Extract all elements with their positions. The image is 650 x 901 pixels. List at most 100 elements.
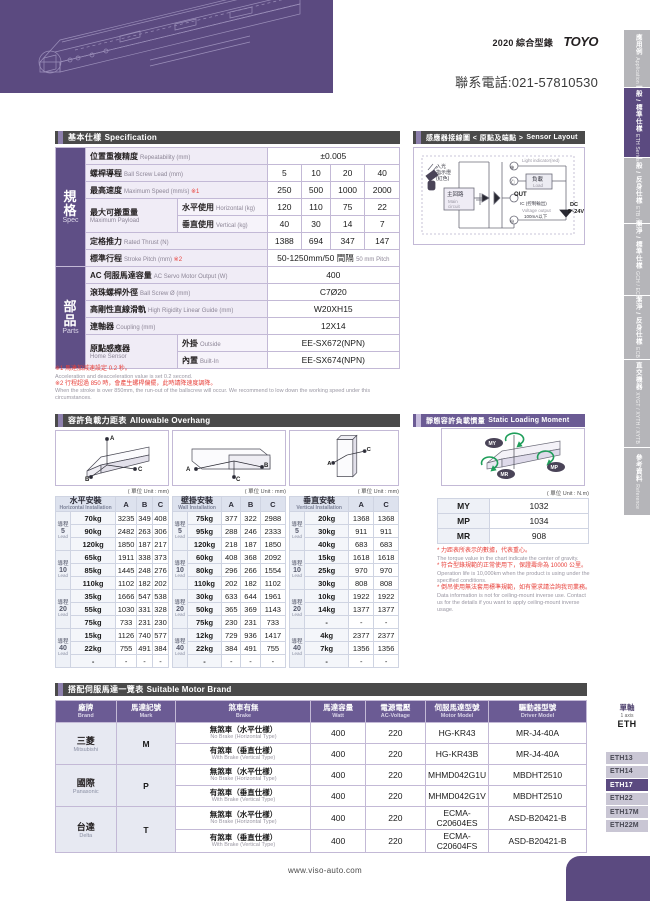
overhang-value: 331 [136, 602, 153, 617]
motor-brand: 三菱 Mitsubishi [55, 722, 117, 765]
overhang-payload: 35kg [69, 589, 117, 604]
spec-footnotes: ※1 馬達加減速設定 0.2 秒。 Acceleration and deacc… [55, 366, 400, 402]
spec-payload-vertical-label: 垂直使用 Vertical (kg) [177, 215, 268, 233]
overhang-value: 740 [136, 628, 153, 643]
rail-tab-label-en: Reference [634, 484, 641, 510]
spec-label-cn: 垂直使用 [182, 219, 214, 229]
rail-tab-1[interactable]: 一般 / 標準仕樣 ETH Series [624, 83, 650, 162]
motor-voltage: 220 [364, 722, 426, 744]
spec-label-cn: 螺桿導程 [90, 168, 122, 178]
rail-tab-4[interactable]: 潔淨 / 反身仕樣 ECB [624, 296, 650, 360]
overhang-payload: 14kg [303, 602, 350, 617]
overhang-lead-group: 導程 5 Lead [172, 511, 188, 552]
static-moment-value: 908 [489, 528, 589, 544]
overhang-col-A: A [115, 495, 138, 513]
static-title-en: Static Loading Moment [488, 417, 570, 424]
motor-col-6: 驅動器型號 Driver Model [488, 700, 587, 723]
overhang-value: 230 [221, 615, 242, 630]
overhang-payload: 12kg [186, 628, 223, 643]
motor-col-4: 電源電壓 AC-Voltage [364, 700, 426, 723]
table-row: 7kg 1356 1356 [290, 641, 399, 656]
table-row: MP 1034 [437, 513, 589, 529]
section-tick-icon [58, 131, 63, 144]
overhang-value: - [152, 654, 169, 669]
static-moment-diagram: MY MP MR [441, 428, 585, 486]
sensor-title-en: Sensor Layout [526, 134, 578, 141]
spec-label-en: Coupling (mm) [116, 324, 156, 331]
rail-tab-label-en: ECB [634, 347, 641, 359]
motor-voltage: 220 [364, 829, 426, 853]
mr-moment-label [497, 469, 515, 479]
spec-label-cn: 位置重複精度 [90, 151, 138, 161]
overhang-value: 231 [240, 615, 261, 630]
spec-label-en: Maximum Speed (mm/s) [124, 188, 190, 195]
overhang-payload: 75kg [186, 511, 223, 526]
overhang-value: 338 [136, 550, 153, 565]
overhang-payload: 30kg [186, 589, 223, 604]
footer-url[interactable]: www.viso-auto.com [287, 866, 362, 875]
spec-label-en: Ball Screw Ø (mm) [140, 290, 191, 297]
overhang-value: 2988 [259, 511, 287, 526]
overhang-value: 349 [136, 511, 153, 526]
model-tab-eth17m[interactable]: ETH17M [606, 806, 648, 818]
overhang-value: 408 [221, 550, 242, 565]
rail-tab-5[interactable]: 直交機器 XYGT / XYTH / XYTB [624, 360, 650, 448]
rail-tab-2[interactable]: 一般 / 反身仕樣 ETB / M [624, 155, 650, 226]
motor-mark: P [115, 764, 177, 807]
table-row: 90kg 2482 263 306 [56, 524, 169, 539]
overhang-value: 306 [152, 524, 169, 539]
model-tab-eth22m[interactable]: ETH22M [606, 819, 648, 832]
motor-col-1: 馬達記號 Mark [115, 700, 177, 723]
rail-tab-6[interactable]: 參考資料 Reference [624, 448, 650, 516]
table-row: MR 908 [437, 528, 589, 544]
spec-label-en: AC Servo Motor Output (W) [153, 273, 228, 280]
motor-model: HG-KR43B [424, 743, 490, 765]
spec-title-cn: 基本仕樣 [68, 133, 102, 142]
overhang-payload: 75kg [186, 615, 223, 630]
spec-payload-label: 最大可搬重量 Maximum Payload [85, 198, 178, 233]
motor-title-en: Suitable Motor Brand [146, 685, 232, 694]
static-moment-value: 1034 [489, 513, 589, 529]
motor-col-3: 馬達容量 Watt [310, 700, 366, 723]
section-tick-icon [416, 414, 421, 427]
footnote-en: Acceleration and deacceleration value is… [55, 373, 193, 380]
overhang-unit-label: ( 單位 Unit : mm) [127, 489, 169, 495]
spec-label-cn: 標準行程 [90, 253, 122, 263]
svg-text:MP: MP [551, 465, 559, 471]
overhang-value: 1554 [259, 563, 287, 578]
overhang-payload: 22kg [69, 641, 117, 656]
rail-tab-label-en: ETB / M [634, 206, 641, 226]
overhang-value: 1922 [373, 589, 399, 604]
overhang-payload: 90kg [69, 524, 117, 539]
overhang-value: 577 [152, 628, 169, 643]
overhang-payload: 10kg [303, 589, 350, 604]
overhang-value: 202 [221, 576, 242, 591]
model-tab-eth22[interactable]: ETH22 [606, 792, 648, 805]
overhang-value: 644 [240, 589, 261, 604]
table-row: MY 1032 [437, 498, 589, 514]
svg-text:C: C [367, 447, 372, 453]
svg-text:Main: Main [448, 199, 458, 204]
model-tab-list: ETH13 ETH14 ETH17 ETH22 ETH17M ETH22M [606, 752, 648, 833]
overhang-table-header: 垂直安裝 Vertical Installation [288, 495, 350, 513]
svg-text:A: A [110, 436, 115, 442]
model-tab-eth17[interactable]: ETH17 [606, 779, 648, 791]
model-tab-eth14[interactable]: ETH14 [606, 765, 648, 778]
footer-decoration [566, 856, 650, 901]
spec-payload-horizontal-label: 水平使用 Horizontal (kg) [177, 198, 268, 216]
catalog-label: 綜合型錄 [515, 38, 554, 48]
table-row: 導程 40 Lead 12kg 729 936 1417 [172, 628, 287, 669]
rail-tab-3[interactable]: 潔淨 / 標準仕樣 GCH / ECH [624, 220, 650, 299]
overhang-value: 1850 [115, 537, 138, 552]
svg-text:C: C [236, 477, 241, 483]
overhang-payload: - [303, 654, 350, 669]
overhang-col-C: C [152, 495, 169, 513]
overhang-col-C: C [373, 495, 399, 513]
overhang-value: 1417 [259, 628, 287, 643]
model-tab-eth13[interactable]: ETH13 [606, 752, 648, 764]
spec-row-value: 110 [301, 198, 331, 216]
rail-tab-0[interactable]: 應用例 Application [624, 30, 650, 88]
overhang-payload: 20kg [303, 511, 350, 526]
spec-row-label: 標準行程 Stroke Pitch (mm) ※2 [85, 249, 268, 267]
